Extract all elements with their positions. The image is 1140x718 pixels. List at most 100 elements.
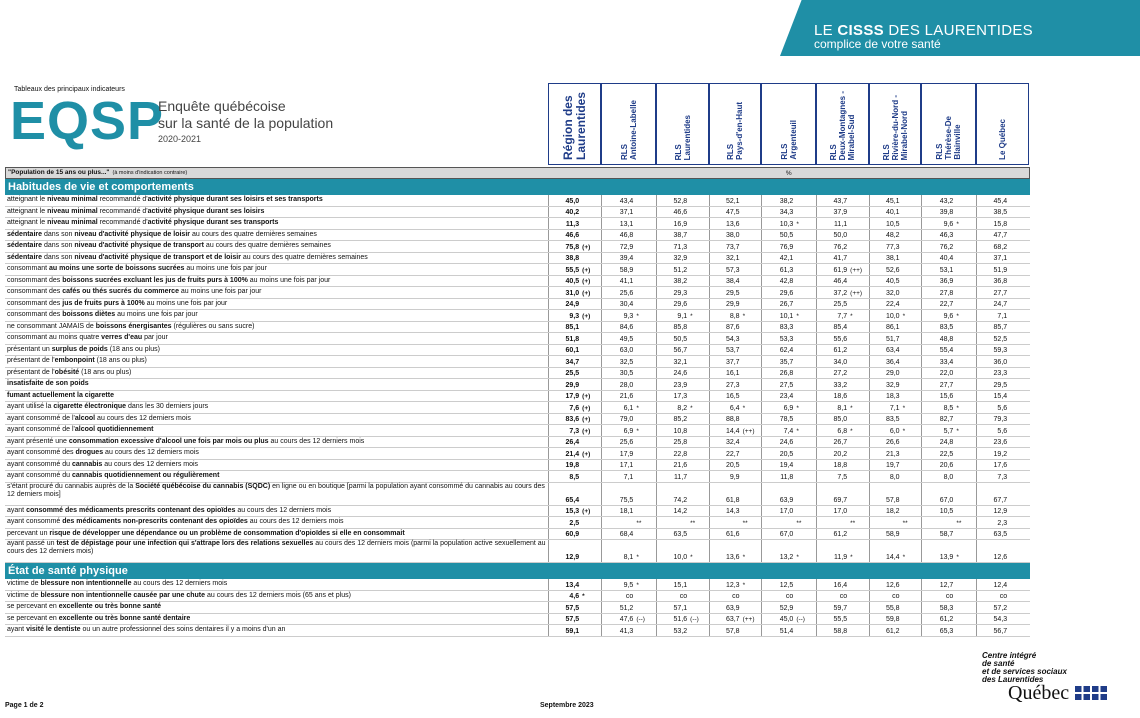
table-cell: 32,1 <box>709 252 761 263</box>
table-cell: 37,2 (++) <box>816 287 869 298</box>
cell-value: 41,7 <box>833 255 848 262</box>
label-text: ayant consommé du <box>7 472 72 480</box>
column-label: RLS Argenteuil <box>780 120 798 160</box>
cell-value: 46,6 <box>565 232 580 239</box>
row-label: victime de blessure non intentionnelle c… <box>5 591 548 602</box>
cell-value: 13,6 <box>725 554 740 561</box>
table-row: ayant consommé de l'alcool quotidienneme… <box>5 425 1030 437</box>
table-cell: 67,0 <box>761 528 816 539</box>
cell-value: 24,7 <box>993 301 1008 308</box>
row-label-text: sédentaire dans son niveau d'activité ph… <box>7 254 368 262</box>
table-cell: 48,8 <box>921 333 976 344</box>
row-label-text: sédentaire dans son niveau d'activité ph… <box>7 231 317 239</box>
cell-value: 63,0 <box>619 347 634 354</box>
table-cell: 6,4 * <box>709 402 761 413</box>
table-row: ayant présenté une consommation excessiv… <box>5 436 1030 448</box>
cell-value: 27,7 <box>939 381 954 389</box>
cell-value: 46,3 <box>939 232 954 239</box>
table-cell: 22,4 <box>869 298 921 309</box>
table-cell: 57,5 <box>548 613 601 624</box>
table-cell: 39,8 <box>921 206 976 217</box>
cell-flag: (+) <box>582 427 591 435</box>
cell-flag: (--) <box>636 616 645 623</box>
table-cell: 10,3 * <box>761 218 816 229</box>
table-row: victime de blessure non intentionnelle a… <box>5 579 1030 591</box>
cell-value: 21,6 <box>673 462 688 469</box>
table-cell: 19,8 <box>548 459 601 470</box>
table-cell: 13,6 * <box>709 540 761 562</box>
cell-value: 34,7 <box>565 358 580 366</box>
table-cell: 19,2 <box>976 448 1029 459</box>
cell-value: co <box>839 593 848 600</box>
table-cell: 24,6 <box>761 436 816 447</box>
table-cell: 26,4 <box>548 436 601 447</box>
cell-flag: * <box>850 427 853 435</box>
cell-flag: (++) <box>850 289 863 297</box>
table-cell: 26,7 <box>761 298 816 309</box>
label-bold: excellente ou très bonne santé dentaire <box>58 614 191 622</box>
column-header: Région des Laurentides <box>548 83 601 165</box>
row-label: ayant consommé des médicaments non-presc… <box>5 517 548 528</box>
row-label-text: consommant des boissons sucrées excluant… <box>7 277 330 285</box>
row-label: se percevant en excellente ou très bonne… <box>5 602 548 613</box>
label-bold: embonpoint <box>54 357 95 365</box>
table-cell: 25,6 <box>601 436 656 447</box>
cell-value: 41,1 <box>619 278 634 285</box>
table-cell: 7,1 <box>976 310 1029 321</box>
cell-value: 29,3 <box>673 289 688 297</box>
cell-value: 17,9 <box>565 393 580 400</box>
table-cell: 8,5 <box>548 471 601 482</box>
table-cell: 6,0 * <box>869 425 921 436</box>
table-cell: 27,8 <box>921 287 976 298</box>
label-text: dans son <box>42 253 75 261</box>
cell-value: 61,2 <box>833 347 848 354</box>
table-cell: 57,2 <box>976 602 1029 613</box>
label-bold: alcool <box>74 414 96 422</box>
cell-value: 18,1 <box>619 508 634 515</box>
cell-value: 8,1 <box>623 554 634 561</box>
cell-value: 40,2 <box>565 209 580 216</box>
cell-flag: * <box>956 220 959 228</box>
table-cell: 51,8 <box>548 333 601 344</box>
table-cell: 61,6 <box>709 528 761 539</box>
row-label-text: consommant des jus de fruits purs à 100%… <box>7 300 227 308</box>
gov-logo: Québec <box>1008 682 1108 705</box>
cell-value: 17,3 <box>673 393 688 400</box>
table-cell: 29,3 <box>656 287 709 298</box>
cell-value: 36,9 <box>939 278 954 285</box>
label-bold: consommé des médicaments prescrits conte… <box>26 506 236 514</box>
row-label: insatisfaite de son poids <box>5 379 548 390</box>
table-cell: 10,5 <box>921 505 976 516</box>
table-cell: 14,4 (++) <box>709 425 761 436</box>
table-cell: 2,3 <box>976 517 1029 528</box>
cell-value: 26,7 <box>779 301 794 308</box>
cell-value: 30,4 <box>619 301 634 308</box>
table-cell: 29,5 <box>976 379 1029 390</box>
table-cell: 25,6 <box>601 287 656 298</box>
table-cell: 18,2 <box>869 505 921 516</box>
table-cell: 45,0 (--) <box>761 613 816 624</box>
table-cell: 56,7 <box>976 625 1029 636</box>
cell-value: 25,5 <box>565 370 580 377</box>
label-text: consommant au moins quatre <box>7 334 102 342</box>
cell-value: 12,6 <box>993 554 1008 561</box>
org-line: et de services sociaux <box>982 667 1067 676</box>
table-cell: 43,7 <box>816 195 869 206</box>
org-line: Centre intégré <box>982 651 1037 660</box>
label-bold: sédentaire <box>7 242 43 250</box>
table-cell: 45,0 <box>548 195 601 206</box>
table-cell: 87,6 <box>709 321 761 332</box>
table-cell: 61,2 <box>869 625 921 636</box>
acronym: EQSP <box>10 91 165 151</box>
cell-flag: ** <box>690 519 696 527</box>
table-cell: ** <box>816 517 869 528</box>
cell-value: 8,8 <box>729 312 740 320</box>
label-bold: niveau d'activité physique de transport … <box>74 253 241 261</box>
row-label-text: se percevant en excellente ou très bonne… <box>7 615 190 623</box>
column-label-line: RLS <box>881 144 891 160</box>
cell-value: 43,2 <box>939 197 954 205</box>
column-label: RLS Rivière-du-Nord - Mirabel-Nord <box>882 95 909 160</box>
cell-value: 67,7 <box>993 496 1008 504</box>
table-cell: 10,8 <box>656 425 709 436</box>
table-cell: 38,2 <box>656 275 709 286</box>
